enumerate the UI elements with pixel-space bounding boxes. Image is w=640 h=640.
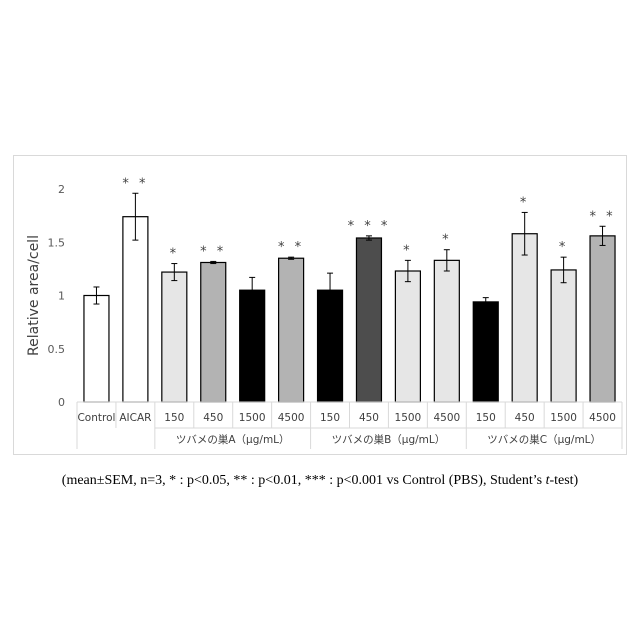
x-tick-label: AICAR xyxy=(119,412,151,424)
x-tick-label: 1500 xyxy=(395,412,422,424)
significance-label: * xyxy=(403,243,413,258)
x-tick-label: 150 xyxy=(320,412,340,424)
x-tick-label: 4500 xyxy=(278,412,305,424)
group-label: ツバメの巣C（μg/mL） xyxy=(487,433,601,446)
group-label: ツバメの巣B（μg/mL） xyxy=(332,433,446,446)
significance-label: * xyxy=(442,233,452,248)
x-tick-label: 4500 xyxy=(433,412,460,424)
footnote-text: (mean±SEM, n=3, * : p<0.05, ** : p<0.01,… xyxy=(62,473,546,488)
bar xyxy=(551,270,576,402)
bar xyxy=(240,290,265,402)
x-tick-label: 450 xyxy=(515,412,535,424)
x-tick-label: 450 xyxy=(359,412,379,424)
bar xyxy=(123,217,148,402)
x-tick-label: 4500 xyxy=(589,412,616,424)
y-tick-label: 1 xyxy=(58,290,65,303)
significance-label: * * * xyxy=(348,219,391,234)
x-tick-label: 450 xyxy=(203,412,223,424)
bar-chart: 0 0.5 1 1.5 2 Relative area/cell * * * * * * * * *… xyxy=(14,156,626,454)
bar xyxy=(434,260,459,402)
significance-label: * * xyxy=(278,240,304,255)
x-tick-label: 1500 xyxy=(239,412,266,424)
y-tick-label: 1.5 xyxy=(48,236,66,249)
significance-label: * * xyxy=(122,176,148,191)
bar xyxy=(162,272,187,402)
significance-label: * * xyxy=(200,244,226,259)
y-tick-label: 0 xyxy=(58,396,65,409)
chart-frame: 0 0.5 1 1.5 2 Relative area/cell * * * * * * * * *… xyxy=(13,155,627,455)
bar xyxy=(84,296,109,403)
footnote: (mean±SEM, n=3, * : p<0.05, ** : p<0.01,… xyxy=(0,473,640,489)
bar xyxy=(201,262,226,402)
y-tick-label: 0.5 xyxy=(48,343,66,356)
bar xyxy=(395,271,420,402)
x-tick-label: Control xyxy=(77,412,115,424)
significance-label: * xyxy=(520,195,530,210)
bar xyxy=(590,236,615,402)
bar xyxy=(356,238,381,402)
bar xyxy=(512,234,537,402)
bar xyxy=(473,302,498,402)
y-axis-label: Relative area/cell xyxy=(26,235,42,356)
bar xyxy=(279,258,304,402)
x-tick-label: 150 xyxy=(164,412,184,424)
significance-label: * * xyxy=(589,209,615,224)
x-tick-label: 150 xyxy=(476,412,496,424)
footnote-text-end: -test) xyxy=(549,473,578,488)
group-label: ツバメの巣A（μg/mL） xyxy=(176,433,290,446)
x-tick-label: 1500 xyxy=(550,412,577,424)
y-tick-label: 2 xyxy=(58,183,65,196)
significance-label: * xyxy=(559,240,569,255)
significance-label: * xyxy=(170,247,180,262)
